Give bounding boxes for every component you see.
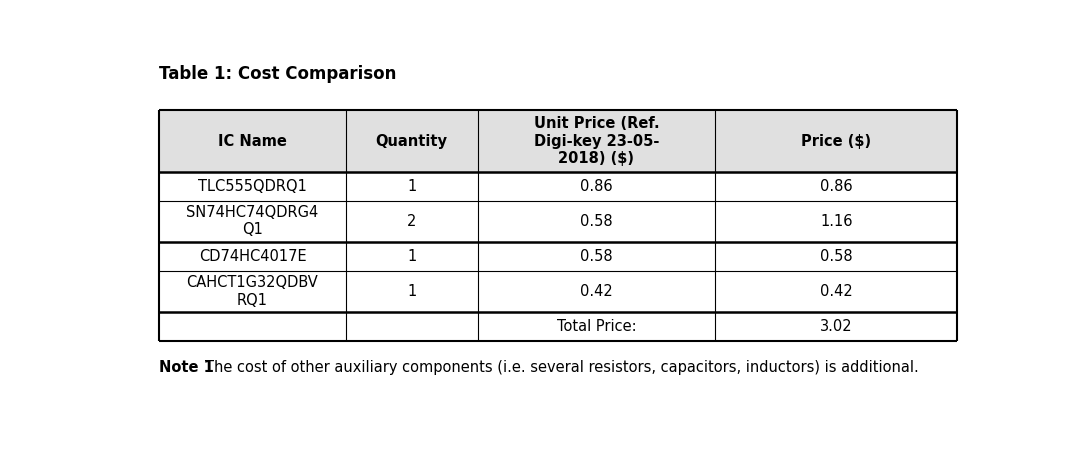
Text: CD74HC4017E: CD74HC4017E <box>199 249 306 264</box>
Text: 2: 2 <box>407 214 416 229</box>
Text: 0.86: 0.86 <box>580 178 613 193</box>
Text: 0.58: 0.58 <box>580 249 613 264</box>
Text: Note 1: Note 1 <box>159 360 214 375</box>
Text: 3.02: 3.02 <box>820 319 853 334</box>
Text: CAHCT1G32QDBV
RQ1: CAHCT1G32QDBV RQ1 <box>187 275 319 308</box>
Text: IC Name: IC Name <box>218 133 286 148</box>
Text: Price ($): Price ($) <box>802 133 871 148</box>
Text: Table 1: Cost Comparison: Table 1: Cost Comparison <box>159 65 396 83</box>
Text: 1: 1 <box>407 249 416 264</box>
Text: 0.42: 0.42 <box>580 284 613 299</box>
Text: SN74HC74QDRG4
Q1: SN74HC74QDRG4 Q1 <box>187 205 319 237</box>
Text: Unit Price (Ref.
Digi-key 23-05-
2018) ($): Unit Price (Ref. Digi-key 23-05- 2018) (… <box>533 116 659 166</box>
Text: The cost of other auxiliary components (i.e. several resistors, capacitors, indu: The cost of other auxiliary components (… <box>205 360 918 375</box>
Text: 1.16: 1.16 <box>820 214 853 229</box>
Text: 0.58: 0.58 <box>580 214 613 229</box>
Text: 1: 1 <box>407 284 416 299</box>
Text: 0.58: 0.58 <box>820 249 853 264</box>
Text: Total Price:: Total Price: <box>557 319 636 334</box>
Text: 0.42: 0.42 <box>820 284 853 299</box>
Bar <box>159 110 957 172</box>
Text: TLC555QDRQ1: TLC555QDRQ1 <box>199 178 307 193</box>
Text: Quantity: Quantity <box>376 133 447 148</box>
Text: 0.86: 0.86 <box>820 178 853 193</box>
Text: 1: 1 <box>407 178 416 193</box>
